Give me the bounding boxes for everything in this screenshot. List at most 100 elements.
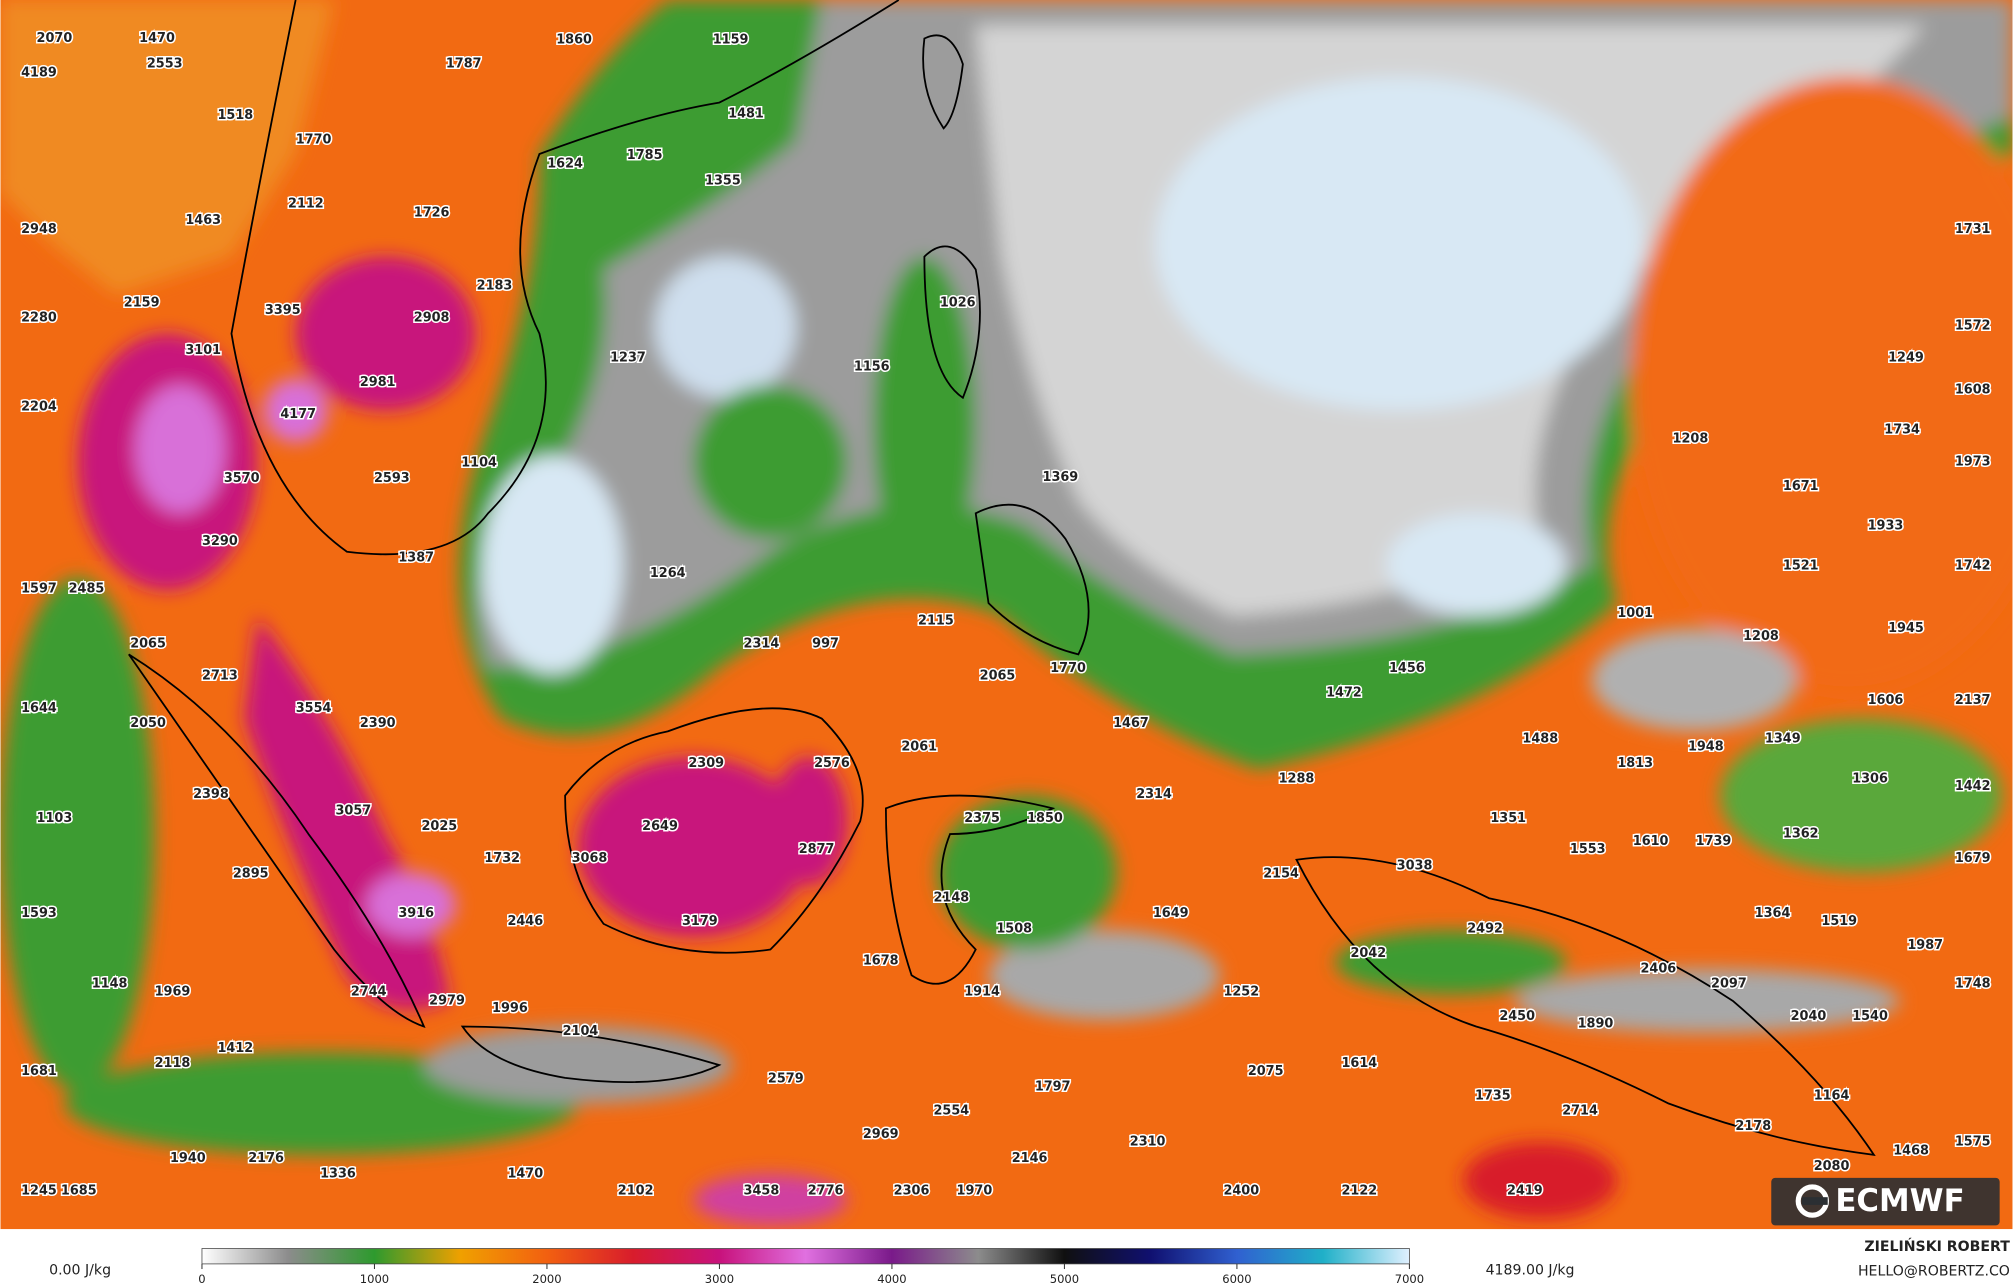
value-label: 1468 [1893,1143,1929,1158]
author: ZIELIŃSKI ROBERT [1864,1237,2010,1255]
value-label: 1288 [1279,771,1315,786]
email: HELLO@ROBERTZ.CO [1858,1264,2010,1280]
value-label: 1148 [92,977,128,992]
value-label: 1164 [1814,1088,1850,1103]
map-labels: 2070 1470 1860 1159 4189 2553 1787 1518 1481 1770… [20,29,1993,1199]
value-label: 2969 [863,1127,899,1142]
value-label: 1470 [139,31,175,46]
value-label: 1787 [446,57,482,72]
value-label: 1104 [461,456,497,471]
value-label: 2075 [1248,1064,1284,1079]
value-label: 2148 [933,891,969,906]
value-label: 1237 [610,350,646,365]
colorbar [201,1248,1410,1265]
value-label: 1770 [1050,661,1086,676]
value-label: 3068 [572,851,608,866]
value-label: 1739 [1696,834,1732,849]
value-label: 3395 [265,303,301,318]
value-label: 2183 [477,279,513,294]
value-label: 1734 [1884,422,1920,437]
value-label: 1252 [1223,984,1259,999]
value-label: 2137 [1955,693,1991,708]
value-label: 1456 [1389,661,1425,676]
value-label: 1685 [61,1183,97,1198]
value-label: 4177 [280,407,316,422]
value-label: 1644 [21,701,57,716]
value-label: 997 [812,637,839,652]
value-label: 2104 [563,1024,599,1039]
value-label: 1914 [964,984,1000,999]
value-label: 2744 [351,984,387,999]
value-label: 1518 [217,108,253,123]
value-label: 2576 [814,756,850,771]
value-label: 2065 [980,669,1016,684]
value-label: 1678 [863,954,899,969]
value-label: 2309 [688,756,724,771]
value-label: 2176 [248,1151,284,1166]
value-label: 1001 [1617,606,1653,621]
value-label: 1681 [21,1064,57,1079]
value-label: 1785 [627,148,663,163]
value-label: 2080 [1814,1159,1850,1174]
value-label: 2485 [69,581,105,596]
map-field [0,0,2013,1230]
legend-min: 0.00 J/kg [49,1262,111,1278]
value-label: 1970 [957,1183,993,1198]
value-label: 1508 [996,922,1032,937]
value-label: 4189 [21,66,57,81]
value-label: 2579 [768,1072,804,1087]
value-label: 3179 [682,914,718,929]
value-label: 1519 [1821,914,1857,929]
value-label: 2204 [21,399,57,414]
value-label: 2450 [1499,1009,1535,1024]
value-label: 2118 [155,1056,191,1071]
value-label: 2979 [429,993,465,1008]
value-label: 2398 [193,787,229,802]
value-label: 3038 [1397,859,1433,874]
value-label: 1973 [1955,454,1991,469]
value-label: 2310 [1130,1135,1166,1150]
value-label: 2042 [1350,946,1386,961]
value-label: 2112 [288,197,324,212]
value-label: 1610 [1633,834,1669,849]
colorbar-tick-label: 4000 [877,1272,906,1286]
value-label: 2649 [642,819,678,834]
value-label: 1156 [854,359,890,374]
value-label: 3916 [398,906,434,921]
value-label: 1731 [1955,222,1991,237]
value-label: 2178 [1735,1119,1771,1134]
value-label: 2146 [1012,1151,1048,1166]
value-label: 2400 [1223,1183,1259,1198]
value-label: 1481 [728,107,764,122]
value-label: 1208 [1743,629,1779,644]
value-label: 2025 [421,819,457,834]
value-label: 2280 [21,311,57,326]
value-label: 3057 [336,803,372,818]
value-label: 3290 [202,534,238,549]
value-label: 2070 [37,31,73,46]
value-label: 1336 [320,1167,356,1182]
value-label: 1467 [1113,716,1149,731]
value-label: 2122 [1342,1183,1378,1198]
value-label: 1624 [547,157,583,172]
colorbar-tick-label: 1000 [360,1272,389,1286]
value-label: 1735 [1475,1088,1511,1103]
value-label: 1463 [185,213,221,228]
value-label: 3101 [185,343,221,358]
value-label: 3458 [744,1183,780,1198]
value-label: 2314 [1136,787,1172,802]
value-label: 2554 [933,1104,969,1119]
value-label: 1553 [1570,842,1606,857]
value-label: 1349 [1765,732,1801,747]
value-label: 1813 [1617,756,1653,771]
value-label: 2050 [130,716,166,731]
value-label: 1649 [1153,906,1189,921]
value-label: 1850 [1027,811,1063,826]
value-label: 1797 [1035,1079,1071,1094]
value-label: 1572 [1955,318,1991,333]
value-label: 2895 [233,866,269,881]
value-label: 2446 [507,914,543,929]
coastlines [128,0,1876,1156]
value-label: 2314 [744,637,780,652]
value-label: 1245 [21,1183,57,1198]
